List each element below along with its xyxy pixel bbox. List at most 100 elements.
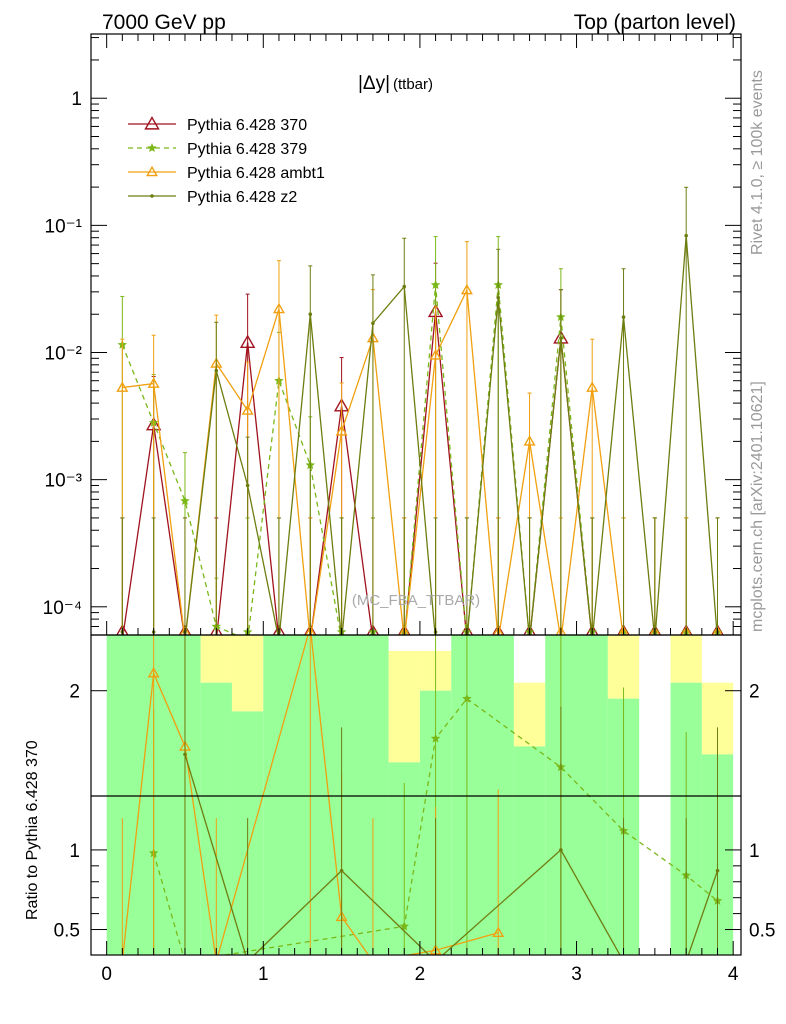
ratio-point-z2-6: [684, 960, 688, 964]
ratio-point-z2-0: [183, 752, 187, 757]
legend-label-p370: Pythia 6.428 370: [187, 117, 307, 134]
point-ambt1-9: [398, 625, 410, 635]
ratio-band-green-8: [545, 635, 608, 955]
point-ambt1-7: [335, 425, 348, 436]
x-tick-label-4: 4: [728, 964, 739, 985]
line-ambt1: [122, 287, 624, 635]
ratio-point-ambt1-1: [147, 666, 160, 678]
ratio-y-tick-label-right-1: 1: [749, 841, 760, 862]
point-ambt1-18: [680, 625, 692, 635]
point-z2-8: [371, 321, 375, 326]
legend-marker-ambt1: [145, 165, 159, 177]
point-ambt1-10: [429, 349, 442, 360]
legend-marker-p370: [144, 116, 160, 130]
ratio-y-tick-label-right-2: 2: [749, 682, 760, 703]
ratio-point-z2-7: [715, 868, 720, 873]
point-ambt1-1: [147, 377, 160, 388]
point-z2-18: [684, 233, 688, 238]
point-ambt1-5: [272, 302, 285, 314]
point-p370-2: [178, 624, 192, 635]
point-ambt1-4: [241, 404, 254, 415]
chart-title-subscript: (ttbar): [393, 76, 433, 93]
ratio-point-p379-1: [180, 956, 190, 965]
point-ambt1-19: [712, 625, 723, 635]
point-z2-3: [214, 368, 219, 373]
point-z2-12: [496, 295, 501, 300]
process-label: Top (parton level): [574, 11, 736, 34]
ratio-band-green-6: [451, 635, 514, 955]
series-z2: [120, 186, 720, 635]
ratio-band-green-3: [263, 635, 389, 955]
point-ambt1-13: [523, 435, 536, 446]
ratio-uncertainty-bands: [106, 635, 734, 955]
point-z2-14: [559, 336, 563, 340]
point-p370-5: [272, 624, 286, 635]
point-p370-0: [116, 624, 129, 635]
legend-entry-p370: Pythia 6.428 370: [128, 116, 307, 134]
ratio-y-tick-label-left-2: 2: [69, 682, 80, 703]
legend-marker-z2: [150, 194, 154, 198]
ratio-band-green-7: [513, 746, 546, 955]
point-p379-2: [180, 495, 190, 505]
legend-entry-p379: Pythia 6.428 379: [128, 141, 307, 158]
y-tick-label-1: 10⁻¹: [45, 216, 83, 237]
ratio-point-ambt1-3: [212, 957, 222, 965]
point-p370-4: [239, 334, 256, 349]
y-tick-label-4: 10⁻⁴: [43, 598, 82, 619]
point-z2-16: [621, 315, 626, 319]
ratio-band-yellow-4: [388, 650, 420, 763]
y-tick-label-3: 10⁻³: [45, 471, 83, 492]
ratio-y-tick-label-right-0: 0.5: [749, 921, 775, 942]
x-tick-label-3: 3: [571, 964, 582, 985]
ratio-y-axis-label: Ratio to Pythia 6.428 370: [24, 740, 41, 920]
line-p370: [122, 311, 593, 635]
point-ambt1-15: [586, 381, 599, 392]
ratio-y-tick-label-left-0: 0.5: [54, 921, 80, 942]
ratio-band-yellow-1: [200, 635, 232, 683]
ratio-line-ambt1: [122, 635, 499, 955]
legend: Pythia 6.428 370 Pythia 6.428 379 Pythia 6…: [128, 116, 325, 206]
point-ambt1-0: [116, 381, 129, 392]
point-p370-12: [491, 624, 505, 635]
point-p370-6: [304, 624, 317, 635]
line-z2: [184, 235, 718, 635]
point-p379-10: [430, 279, 441, 289]
point-ambt1-14: [555, 625, 567, 635]
ratio-point-ambt1-8: [492, 926, 505, 938]
point-z2-6: [308, 312, 313, 317]
main-plot-series: [116, 186, 724, 635]
legend-entry-ambt1: Pythia 6.428 ambt1: [128, 165, 325, 182]
legend-label-z2: Pythia 6.428 z2: [187, 189, 297, 206]
point-ambt1-11: [460, 283, 473, 295]
ratio-band-yellow-10: [670, 635, 702, 683]
mcplots-reference-label: mcplots.cern.ch [arXiv:2401.10621]: [749, 381, 766, 632]
point-ambt1-17: [649, 625, 661, 635]
rivet-version-label: Rivet 4.1.0, ≥ 100k events: [749, 70, 766, 255]
energy-label: 7000 GeV pp: [102, 11, 226, 34]
point-z2-9: [402, 284, 407, 289]
x-tick-label-1: 1: [258, 964, 269, 985]
point-ambt1-16: [618, 625, 629, 635]
chart-title: |Δy|: [358, 73, 390, 94]
ratio-band-yellow-7: [513, 682, 546, 747]
point-ambt1-12: [492, 625, 504, 635]
legend-marker-p379: [147, 143, 157, 152]
ratio-y-tick-label-left-1: 1: [69, 841, 80, 862]
x-tick-label-0: 0: [101, 964, 112, 985]
legend-label-p379: Pythia 6.428 379: [187, 141, 307, 158]
y-tick-label-0: 1: [71, 89, 82, 110]
ratio-plot-frame: [90, 634, 742, 956]
x-tick-label-2: 2: [415, 964, 426, 985]
ratio-point-p379-3: [430, 733, 441, 743]
ratio-point-z2-1: [246, 960, 250, 964]
point-ambt1-6: [305, 625, 316, 635]
ratio-point-z2-2: [339, 868, 344, 873]
point-z2-4: [245, 483, 250, 488]
ratio-point-p379-4: [462, 693, 472, 703]
axis-ticks: 0 1 2 3 4 1 10⁻¹ 10⁻² 10⁻³ 10⁻⁴ 0.5 0.5 1 1 2 2: [43, 34, 775, 985]
ratio-point-z2-3: [434, 960, 438, 964]
point-p370-3: [210, 624, 223, 635]
ratio-point-z2-4: [559, 848, 563, 852]
legend-entry-z2: Pythia 6.428 z2: [128, 189, 297, 206]
